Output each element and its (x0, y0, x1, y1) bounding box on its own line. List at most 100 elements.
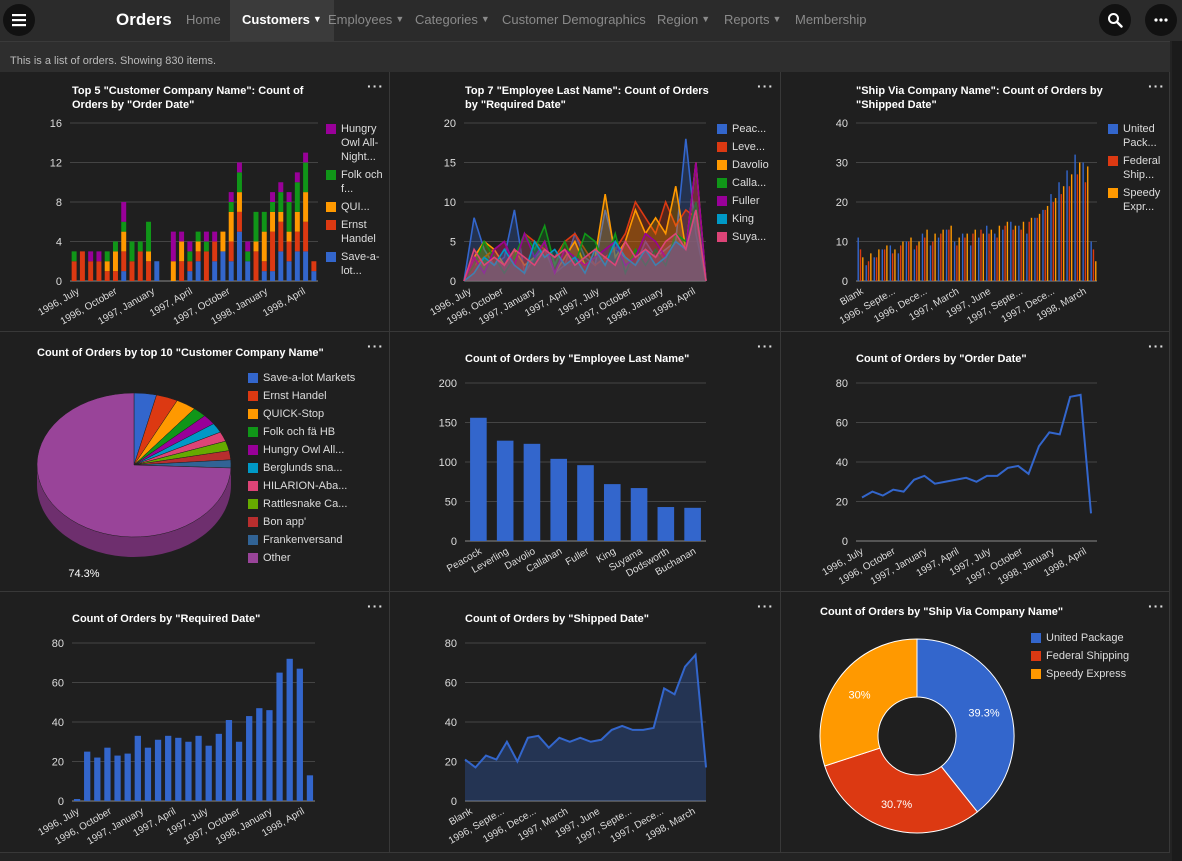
legend-swatch (248, 373, 258, 383)
legend-swatch (1108, 124, 1118, 134)
slice-label: 30% (849, 689, 871, 701)
legend-item[interactable]: Speedy Express (1031, 667, 1161, 681)
y-tick-label: 40 (836, 118, 848, 130)
legend-item[interactable]: Davolio (717, 158, 779, 172)
bar (916, 245, 918, 281)
legend-item[interactable]: HILARION-Aba... (248, 479, 358, 493)
bar-segment (286, 241, 292, 262)
panel-menu-icon[interactable]: ··· (757, 78, 774, 94)
nav-employees[interactable]: Employees ▼ (328, 12, 405, 27)
legend-item[interactable]: Other (248, 551, 358, 565)
legend-item[interactable]: QUI... (326, 200, 388, 214)
bar (913, 249, 916, 281)
legend-swatch (717, 178, 727, 188)
bar-segment (212, 241, 218, 262)
bar-segment (203, 241, 209, 252)
y-tick-label: 15 (444, 158, 456, 170)
scrollbar[interactable] (1172, 41, 1182, 861)
panel-menu-icon[interactable]: ··· (1148, 78, 1165, 94)
legend-label: Peac... (732, 123, 767, 135)
y-tick-label: 60 (445, 678, 457, 690)
legend-item[interactable]: Speedy Expr... (1108, 186, 1168, 214)
legend-item[interactable]: King (717, 212, 779, 226)
legend-item[interactable]: Hungry Owl All... (248, 443, 358, 457)
chart-panel-1: Top 5 "Customer Company Name": Count of … (0, 72, 390, 332)
bar (1028, 221, 1030, 281)
legend-label: Suya... (732, 231, 767, 243)
more-icon (1154, 18, 1168, 22)
more-button[interactable] (1145, 4, 1177, 36)
legend-item[interactable]: United Package (1031, 631, 1161, 645)
legend-item[interactable]: Frankenversand (248, 533, 358, 547)
nav-membership[interactable]: Membership (795, 12, 867, 27)
legend-item[interactable]: Ernst Handel (248, 389, 358, 403)
bar (878, 249, 880, 281)
legend-item[interactable]: Rattlesnake Ca... (248, 497, 358, 511)
menu-button[interactable] (3, 4, 35, 36)
legend-item[interactable]: Folk och fä HB (248, 425, 358, 439)
bar-segment (146, 251, 152, 262)
legend-item[interactable]: Suya... (717, 230, 779, 244)
bar-segment (261, 271, 267, 281)
bar-segment (146, 261, 152, 281)
nav-customers[interactable]: Customers ▼ (230, 0, 334, 41)
y-tick-label: 80 (445, 638, 457, 650)
panel-menu-icon[interactable]: ··· (367, 598, 384, 614)
series-line (463, 209, 707, 282)
chart-panel-7: Count of Orders by "Required Date" ··· 0… (0, 592, 390, 853)
chart-title: "Ship Via Company Name": Count of Orders… (856, 85, 1103, 111)
chart-panel-6: Count of Orders by "Order Date" ··· 0 20 4… (781, 332, 1170, 592)
legend-item[interactable]: Berglunds sna... (248, 461, 358, 475)
nav-customer-demographics[interactable]: Customer Demographics (502, 12, 646, 27)
slice-label: 30.7% (881, 799, 912, 811)
bar-segment (245, 261, 251, 281)
nav-reports[interactable]: Reports ▼ (724, 12, 782, 27)
legend-item[interactable]: Leve... (717, 140, 779, 154)
nav-categories[interactable]: Categories ▼ (415, 12, 490, 27)
nav-region[interactable]: Region ▼ (657, 12, 711, 27)
panel-menu-icon[interactable]: ··· (757, 598, 774, 614)
legend-item[interactable]: United Pack... (1108, 122, 1168, 150)
legend-swatch (248, 445, 258, 455)
legend-item[interactable]: Federal Shipping (1031, 649, 1161, 663)
bar-segment (270, 271, 276, 281)
chart-title: Count of Orders by "Ship Via Company Nam… (820, 606, 1064, 618)
legend-item[interactable]: Save-a-lot Markets (248, 371, 358, 385)
panel-menu-icon[interactable]: ··· (757, 338, 774, 354)
bar (134, 735, 141, 801)
hamburger-icon (12, 14, 26, 27)
app-title[interactable]: Orders (116, 10, 172, 29)
bar (154, 739, 162, 801)
bar (550, 458, 568, 541)
bar (964, 237, 966, 281)
bar-segment (278, 211, 284, 222)
bar-segment (303, 152, 309, 163)
legend-item[interactable]: Ernst Handel (326, 218, 388, 246)
legend-item[interactable]: Bon app' (248, 515, 358, 529)
bar (891, 253, 894, 281)
legend-item[interactable]: Hungry Owl All-Night... (326, 122, 388, 164)
bar-segment (303, 251, 309, 281)
bar-segment (261, 231, 267, 262)
y-tick-label: 10 (444, 197, 456, 209)
dashboard-grid: Top 5 "Customer Company Name": Count of … (0, 72, 1170, 853)
search-button[interactable] (1099, 4, 1131, 36)
legend-item[interactable]: Calla... (717, 176, 779, 190)
legend-item[interactable]: Save-a-lot... (326, 250, 388, 278)
panel-menu-icon[interactable]: ··· (1148, 338, 1165, 354)
bar-segment (228, 241, 234, 262)
nav-home[interactable]: Home (186, 12, 221, 27)
panel-menu-icon[interactable]: ··· (367, 78, 384, 94)
bar (932, 241, 934, 281)
bar-segment (121, 251, 127, 272)
legend-swatch (248, 553, 258, 563)
panel-menu-icon[interactable]: ··· (367, 338, 384, 354)
legend-item[interactable]: Folk och f... (326, 168, 388, 196)
legend-swatch (1108, 156, 1118, 166)
legend-item[interactable]: Fuller (717, 194, 779, 208)
panel-menu-icon[interactable]: ··· (1148, 598, 1165, 614)
legend-label: Federal Ship... (1123, 155, 1161, 181)
legend-item[interactable]: QUICK-Stop (248, 407, 358, 421)
legend-item[interactable]: Peac... (717, 122, 779, 136)
legend-item[interactable]: Federal Ship... (1108, 154, 1168, 182)
